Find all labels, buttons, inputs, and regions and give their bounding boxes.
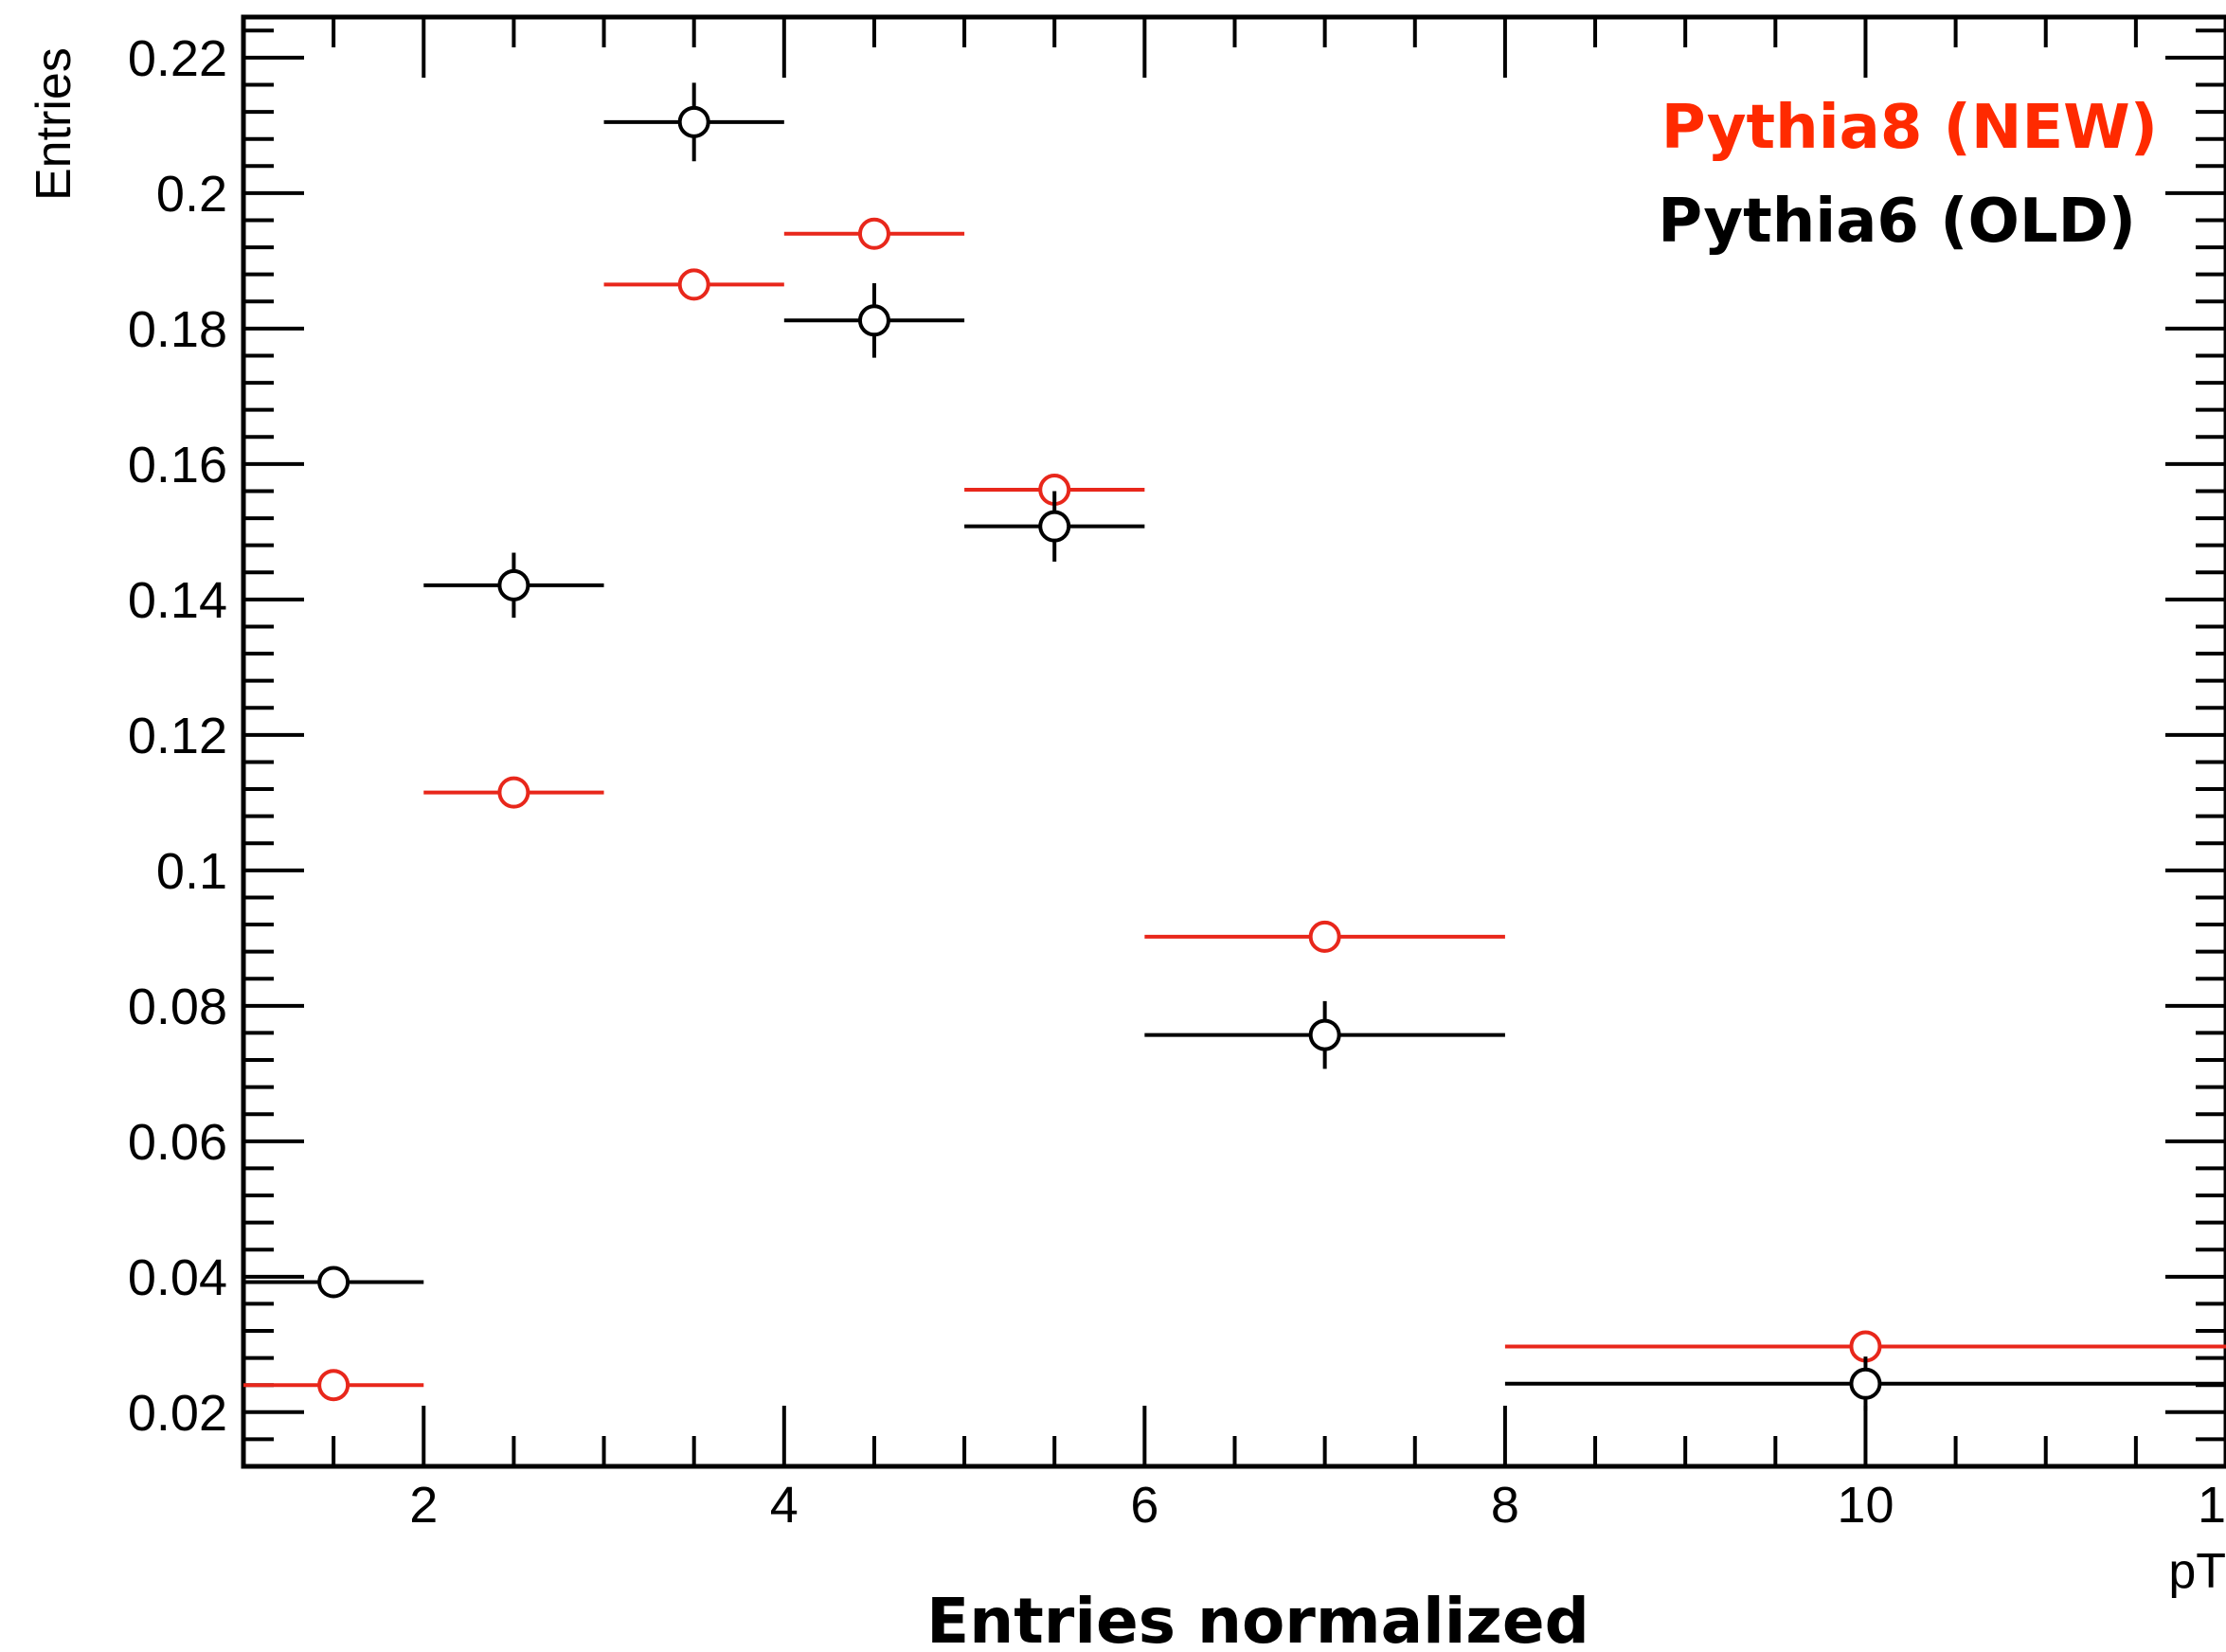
y-tick-label: 0.16 [128, 437, 227, 494]
data-point [423, 776, 604, 809]
series-pythia8 [243, 217, 2226, 1402]
data-point [1144, 920, 1505, 953]
data-point [964, 491, 1145, 562]
y-tick-label: 0.22 [128, 30, 227, 87]
x-tick-label: 10 [1837, 1477, 1894, 1534]
y-tick-label: 0.02 [128, 1385, 227, 1442]
legend-entry-pythia8: Pythia8 (NEW) [1661, 93, 2158, 163]
marker [497, 568, 530, 602]
data-point [603, 82, 784, 162]
data-point [1504, 1330, 2226, 1363]
y-tick-label: 0.18 [128, 301, 227, 358]
marker [677, 268, 710, 301]
axis-ticks [242, 17, 2226, 1468]
data-point [1144, 1000, 1505, 1069]
y-tick-label: 0.08 [128, 979, 227, 1035]
data-point [423, 552, 604, 619]
x-tick-label: 8 [1491, 1477, 1519, 1534]
data-series [243, 82, 2226, 1411]
data-point [964, 474, 1145, 507]
x-axis-label: pT [2168, 1544, 2226, 1599]
y-tick-label: 0.2 [156, 166, 227, 223]
marker [317, 1369, 350, 1402]
marker [497, 776, 530, 809]
y-axis-label: Entries [27, 47, 81, 201]
marker [1308, 1018, 1341, 1051]
data-point [783, 282, 965, 358]
y-tick-label: 0.14 [128, 572, 227, 629]
data-point [1504, 1356, 2226, 1411]
marker [677, 105, 710, 138]
x-tick-label: 2 [409, 1477, 438, 1534]
legend-entry-pythia6: Pythia6 (OLD) [1658, 187, 2136, 257]
y-tick-label: 0.06 [128, 1114, 227, 1171]
y-tick-label: 0.12 [128, 708, 227, 764]
data-point [603, 268, 784, 301]
data-point [243, 1266, 424, 1299]
x-tick-label: 12 [2198, 1477, 2226, 1534]
x-tick-label: 4 [770, 1477, 799, 1534]
marker [1849, 1330, 1882, 1363]
marker [857, 304, 890, 337]
marker [1308, 920, 1341, 953]
y-tick-label: 0.04 [128, 1249, 227, 1306]
legend: Pythia8 (NEW) Pythia6 (OLD) [1658, 93, 2158, 257]
marker [317, 1266, 350, 1299]
data-point [783, 217, 965, 250]
x-tick-label: 6 [1130, 1477, 1158, 1534]
marker [1849, 1367, 1882, 1400]
plot-title: Entries normalized [926, 1585, 1589, 1652]
data-point [243, 1369, 424, 1402]
marker [1038, 510, 1071, 543]
tick-labels: 0.02 0.04 0.06 0.08 0.1 0.12 0.14 0.16 0.18 0.2 0.… [128, 30, 2226, 1534]
y-tick-label: 0.1 [156, 843, 227, 900]
marker [857, 217, 890, 250]
series-pythia6 [243, 82, 2226, 1411]
